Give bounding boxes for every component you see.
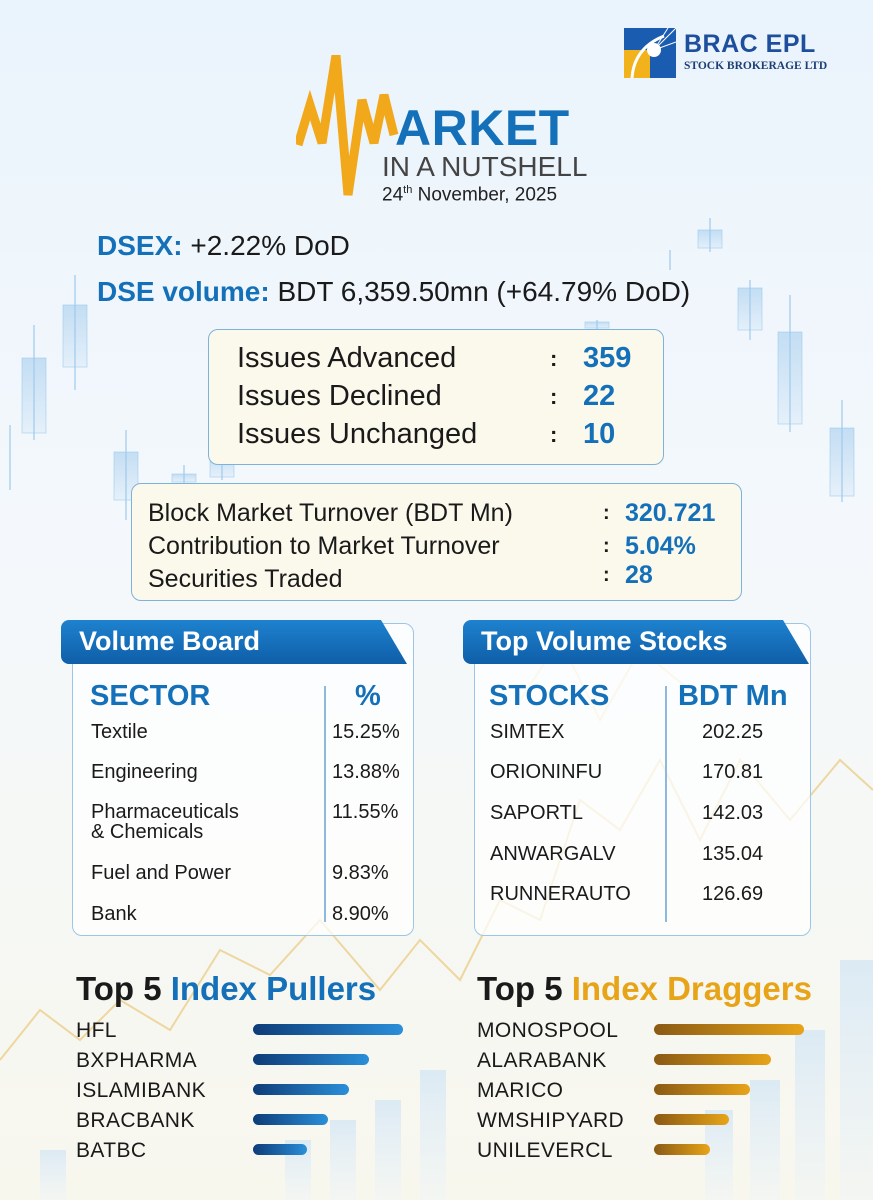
sector-name: Engineering <box>91 761 198 783</box>
puller-bar <box>253 1114 328 1125</box>
bdt-mn-header: BDT Mn <box>678 680 788 712</box>
sector-header: SECTOR <box>90 680 211 712</box>
stock-value: 126.69 <box>702 883 764 905</box>
puller-bar <box>253 1084 349 1095</box>
sector-percent: 9.83% <box>332 862 389 884</box>
sector-percent: 11.55% <box>332 801 399 823</box>
issues-advanced-label: Issues Advanced <box>237 342 457 374</box>
securities-traded-label: Securities Traded <box>148 565 343 593</box>
dse-volume-value: BDT 6,359.50mn (+64.79% DoD) <box>277 276 691 307</box>
dsex-label: DSEX: <box>97 230 183 261</box>
colon: : <box>550 346 558 371</box>
issues-declined-label: Issues Declined <box>237 380 442 412</box>
top-volume-panel: Top Volume Stocks STOCKS BDT Mn SIMTEX 2… <box>474 623 811 936</box>
issues-unchanged-value: 10 <box>583 418 616 450</box>
dragger-bar <box>654 1114 729 1125</box>
dragger-bar <box>654 1024 804 1035</box>
brac-epl-logo: BRAC EPL STOCK BROKERAGE LTD <box>624 27 828 79</box>
colon: : <box>550 384 558 409</box>
dse-volume-label: DSE volume: <box>97 276 270 307</box>
dsex-line: DSEX: +2.22% DoD <box>97 230 350 262</box>
stock-value: 202.25 <box>702 721 764 743</box>
dse-volume-line: DSE volume: BDT 6,359.50mn (+64.79% DoD) <box>97 276 690 308</box>
stock-value: 135.04 <box>702 843 764 865</box>
stock-value: 142.03 <box>702 802 764 824</box>
issues-advanced-value: 359 <box>583 342 632 374</box>
contribution-label: Contribution to Market Turnover <box>148 532 500 560</box>
block-turnover-label: Block Market Turnover (BDT Mn) <box>148 499 513 527</box>
block-turnover-value: 320.721 <box>625 499 716 527</box>
sector-percent: 8.90% <box>332 903 389 925</box>
report-date: 24th November, 2025 <box>382 184 558 206</box>
brand-subtitle: STOCK BROKERAGE LTD <box>684 60 828 72</box>
top-volume-title: Top Volume Stocks <box>463 620 809 664</box>
block-market-box: Block Market Turnover (BDT Mn) : 320.721… <box>131 483 742 601</box>
contribution-value: 5.04% <box>625 532 696 560</box>
puller-name: ISLAMIBANK <box>76 1079 207 1102</box>
stock-name: SIMTEX <box>490 721 565 743</box>
title-subtitle: IN A NUTSHELL <box>382 151 588 182</box>
heartbeat-m-icon <box>296 55 399 196</box>
sector-percent: 15.25% <box>332 721 400 743</box>
sector-name-line2: & Chemicals <box>91 821 204 843</box>
dragger-bar <box>654 1084 750 1095</box>
puller-name: BRACBANK <box>76 1109 195 1132</box>
dragger-name: MONOSPOOL <box>477 1019 619 1042</box>
securities-traded-value: 28 <box>625 561 653 589</box>
stocks-header: STOCKS <box>489 680 610 712</box>
column-divider <box>324 686 326 922</box>
pullers-title: Top 5 Index Pullers <box>76 970 377 1007</box>
dragger-name: MARICO <box>477 1079 564 1102</box>
issues-box: Issues Advanced : 359 Issues Declined : … <box>208 329 664 465</box>
column-divider <box>665 686 667 922</box>
dragger-name: WMSHIPYARD <box>477 1109 625 1132</box>
puller-bar <box>253 1024 403 1035</box>
colon: : <box>603 564 610 586</box>
puller-name: BATBC <box>76 1139 147 1162</box>
sector-name: Textile <box>91 721 148 743</box>
colon: : <box>603 502 610 524</box>
market-title: ARKET IN A NUTSHELL 24th November, 2025 <box>296 55 596 215</box>
brac-logo-icon <box>624 27 677 79</box>
puller-bar <box>253 1054 369 1065</box>
sector-name: Fuel and Power <box>91 862 232 884</box>
draggers-title: Top 5 Index Draggers <box>477 970 812 1007</box>
stock-name: ANWARGALV <box>490 843 616 865</box>
stock-name: ORIONINFU <box>490 761 603 783</box>
puller-bar <box>253 1144 307 1155</box>
dsex-value: +2.22% DoD <box>190 230 350 261</box>
puller-name: BXPHARMA <box>76 1049 198 1072</box>
percent-header: % <box>355 680 381 712</box>
issues-unchanged-label: Issues Unchanged <box>237 418 478 450</box>
dragger-name: ALARABANK <box>477 1049 607 1072</box>
puller-name: HFL <box>76 1019 117 1042</box>
dragger-bar <box>654 1144 710 1155</box>
dragger-bar <box>654 1054 771 1065</box>
brand-name: BRAC EPL <box>684 30 816 58</box>
volume-board-panel: Volume Board SECTOR % Textile 15.25% Eng… <box>72 623 414 936</box>
dragger-name: UNILEVERCL <box>477 1139 613 1162</box>
sector-name: Pharmaceuticals <box>91 801 239 823</box>
volume-board-title: Volume Board <box>61 620 407 664</box>
title-arket: ARKET <box>395 100 570 156</box>
stock-name: SAPORTL <box>490 802 583 824</box>
stock-name: RUNNERAUTO <box>490 883 631 905</box>
stock-value: 170.81 <box>702 761 764 783</box>
sector-percent: 13.88% <box>332 761 400 783</box>
colon: : <box>550 422 558 447</box>
colon: : <box>603 535 610 557</box>
sector-name: Bank <box>91 903 137 925</box>
issues-declined-value: 22 <box>583 380 616 412</box>
